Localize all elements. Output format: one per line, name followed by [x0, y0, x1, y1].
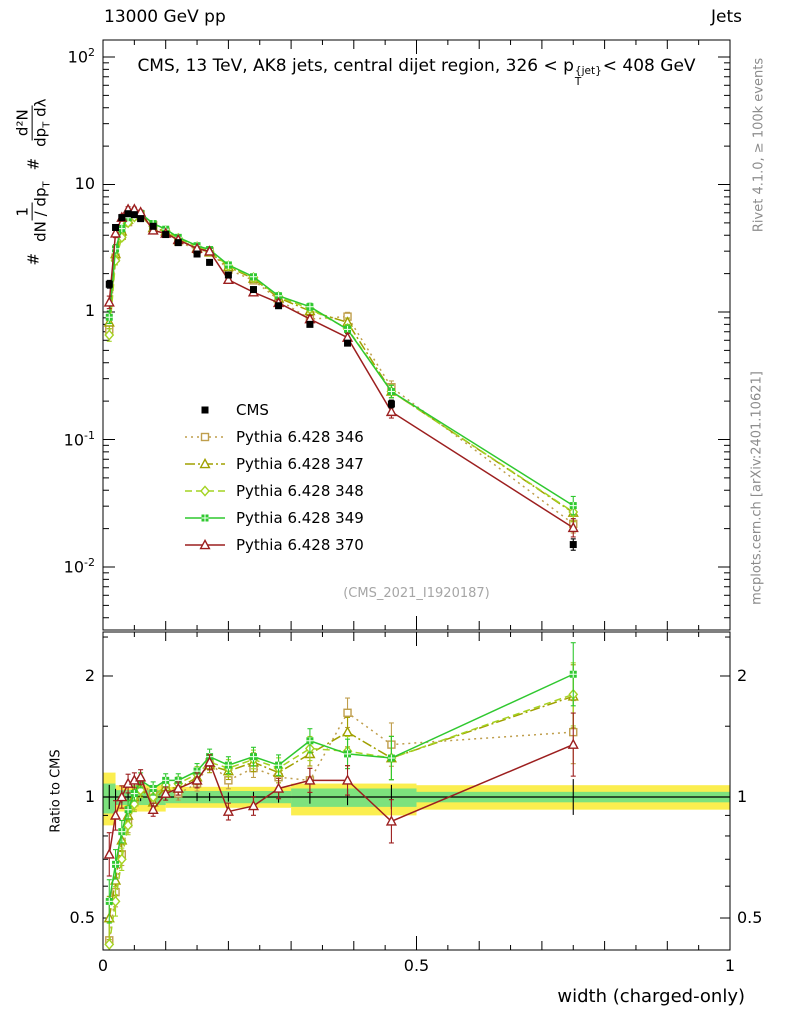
ylabel-hash-1: #: [25, 252, 43, 266]
legend-item-p370: Pythia 6.428 370: [183, 536, 364, 554]
mcplots-reference-label: mcplots.cern.ch [arXiv:2401.10621]: [749, 371, 765, 605]
ylabel-hash-2: #: [25, 157, 43, 171]
main-y-tick-label: 10: [74, 173, 95, 193]
series-ratio-p349: [105, 642, 577, 924]
band-data-uncertainty-inner: [291, 788, 417, 807]
legend-item-p348: Pythia 6.428 348: [183, 482, 364, 500]
legend: CMS Pythia 6.428 346 Pythia 6.428 347 Pythi…: [183, 401, 364, 554]
ylabel-fraction-2: d²N dpT dλ: [14, 95, 54, 151]
plot-title-post: < 408 GeV: [602, 56, 696, 76]
legend-item-p349: Pythia 6.428 349: [183, 509, 364, 527]
ratio-y-tick-label-right: 0.5: [737, 908, 763, 927]
legend-item-p346: Pythia 6.428 346: [183, 428, 364, 446]
plot-title-sub: T: [574, 75, 582, 88]
ratio-y-tick-label-right: 1: [737, 787, 748, 806]
x-tick-label: 0: [97, 956, 109, 975]
main-y-tick-label: 102: [67, 46, 95, 67]
legend-label-p347: Pythia 6.428 347: [236, 455, 364, 473]
main-y-tick-label: 10-1: [63, 428, 95, 449]
legend-label-p349: Pythia 6.428 349: [236, 509, 364, 527]
series-ratio-p346: [105, 697, 578, 950]
legend-marker-p346: [185, 432, 225, 442]
legend-marker-p349: [185, 514, 225, 522]
legend-label-p346: Pythia 6.428 346: [236, 428, 364, 446]
rivet-version-label: Rivet 4.1.0, ≥ 100k events: [751, 57, 767, 233]
plot-title-pre: CMS, 13 TeV, AK8 jets, central dijet reg…: [137, 56, 574, 76]
legend-label-p348: Pythia 6.428 348: [236, 482, 364, 500]
main-y-tick-label: 10-2: [63, 556, 95, 577]
x-tick-label: 1: [724, 956, 736, 975]
legend-item-cms: CMS: [183, 401, 364, 419]
analysis-id-watermark: (CMS_2021_I1920187): [343, 586, 490, 601]
legend-item-p347: Pythia 6.428 347: [183, 455, 364, 473]
axis-ticks: [102, 40, 731, 950]
series-ratio-p370: [103, 712, 579, 877]
series-main-cms: [105, 210, 577, 551]
ylabel-frac2-num: d²N: [14, 105, 33, 141]
x-axis-label: width (charged-only): [557, 986, 745, 1007]
ylabel-frac2-den-tail: dλ: [31, 98, 50, 122]
ratio-y-tick-label-right: 2: [737, 665, 748, 685]
legend-label-p370: Pythia 6.428 370: [236, 536, 364, 554]
ylabel-frac2-den-sub: T: [41, 121, 53, 128]
analysis-group-label: Jets: [711, 7, 742, 27]
pt-jet-subscript-stack: {jet} T: [575, 66, 602, 87]
legend-label-cms: CMS: [236, 401, 269, 419]
ylabel-frac1-den-text: dN / dp: [31, 187, 50, 242]
ratio-y-tick-label-left: 2: [84, 665, 95, 685]
ratio-y-tick-label-left: 0.5: [69, 908, 95, 927]
legend-marker-cms: [201, 406, 209, 414]
beam-energy-label: 13000 GeV pp: [104, 7, 226, 27]
main-y-tick-label: 1: [84, 301, 95, 320]
x-tick-label: 0.5: [403, 956, 430, 975]
ylabel-frac1-num: 1: [14, 202, 33, 221]
ylabel-frac2-den-text: dp: [31, 127, 50, 147]
legend-marker-p348: [185, 485, 225, 497]
plot-title-sup: {jet}: [574, 65, 602, 77]
ylabel-frac2-den: dpT dλ: [31, 95, 54, 151]
plot-title: CMS, 13 TeV, AK8 jets, central dijet reg…: [60, 56, 773, 87]
legend-marker-p370: [185, 538, 225, 550]
ratio-uncertainty-bands: [103, 772, 730, 826]
ratio-y-tick-label-left: 1: [84, 787, 95, 806]
legend-marker-p347: [185, 457, 225, 469]
